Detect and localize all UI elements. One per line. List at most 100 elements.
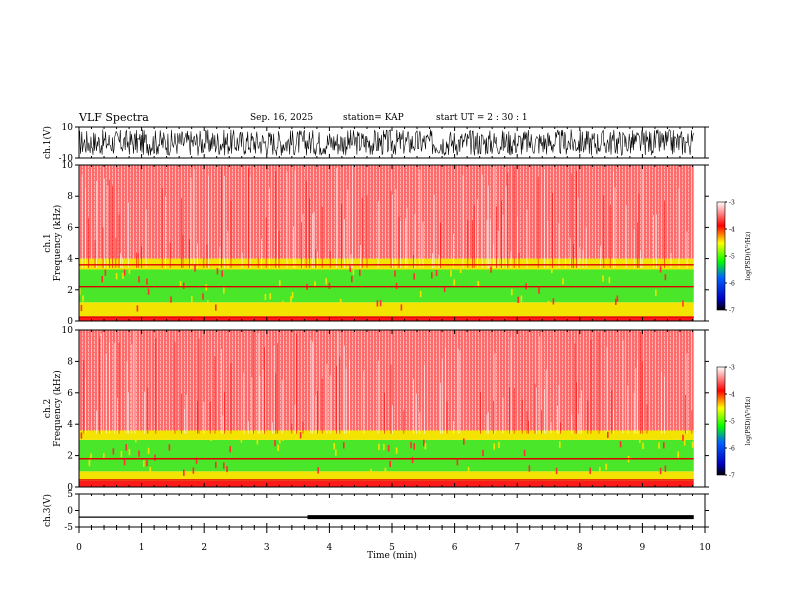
ch2-spectrogram-speck xyxy=(383,443,385,451)
ch2-spectrogram-speck xyxy=(642,442,644,450)
ch1-spectrogram-speck xyxy=(359,269,361,276)
figure-station: station= KAP xyxy=(343,113,404,123)
ch1-spectrogram-speck xyxy=(463,303,465,310)
ch1-spectrogram-speck xyxy=(101,276,103,283)
ch2-spectrogram-speck xyxy=(154,454,156,461)
ch2-spectrogram-speck xyxy=(658,442,660,449)
ch2-spectrogram-speck xyxy=(559,441,561,448)
time-axis-tick-label: 5 xyxy=(389,543,395,553)
ch1-spectrogram-ytick-label: 0 xyxy=(67,317,73,327)
ch2-spectrogram-speck xyxy=(423,439,425,447)
ch1-spectrogram-speck xyxy=(615,298,617,305)
ch2-spectrogram-speck xyxy=(279,437,281,444)
ch1-colorbar-tick-label: -5 xyxy=(729,254,735,261)
ch2-spectrogram-speck xyxy=(682,434,684,442)
ch1-spectrogram-speck xyxy=(290,296,292,303)
ch1-spectrogram-speck xyxy=(394,270,396,277)
ch1-spectrogram-speck xyxy=(682,300,684,307)
ch2-spectrogram-speck xyxy=(333,443,335,450)
ch1-spectrogram-speck xyxy=(339,298,342,306)
figure-start-ut: start UT = 2 : 30 : 1 xyxy=(436,113,528,123)
ch2-spectrogram-speck xyxy=(90,453,92,460)
ch2-spectrogram-speck xyxy=(183,469,185,476)
ch1-spectrogram-band xyxy=(79,302,694,317)
ch2-spectrogram-speck xyxy=(147,447,150,455)
ch2-spectrogram-speck xyxy=(112,448,115,455)
ch2-spectrogram-speck xyxy=(387,445,390,452)
ch2-spectrogram-speck xyxy=(531,432,534,439)
ch2-spectrogram-ytick-label: 8 xyxy=(67,357,73,367)
ch1-spectrogram-speck xyxy=(379,299,382,307)
ch1-spectrogram-speck xyxy=(146,278,148,285)
ch1-spectrogram-speck xyxy=(79,288,81,295)
ch1-waveform-ytick-label: -10 xyxy=(59,154,74,164)
ch2-colorbar-tick-label: -5 xyxy=(729,419,735,426)
ch1-colorbar-label: log(PSD)(V²/Hz) xyxy=(745,232,752,281)
ch2-spectrogram-speck xyxy=(143,460,145,467)
ch1-colorbar xyxy=(716,201,726,311)
ch1-spectrogram-speck xyxy=(552,298,555,305)
ch1-spectrogram-speck xyxy=(376,300,379,307)
ch2-spectrogram-speck xyxy=(664,465,667,472)
ch1-spectrogram-speck xyxy=(511,289,513,296)
ch2-spectrogram-speck xyxy=(493,443,495,450)
ch1-spectrogram-speck xyxy=(104,269,107,276)
ch2-spectrogram-speck xyxy=(240,436,243,443)
ch1-spectrogram-speck xyxy=(223,287,225,294)
ch1-spectrogram-speck xyxy=(459,266,462,274)
time-axis-tick-label: 9 xyxy=(640,543,646,553)
ch3-waveform-ytick-label: 5 xyxy=(67,490,73,500)
ch1-spectrogram-speck xyxy=(490,266,492,273)
ch2-spectrogram-speck xyxy=(168,444,171,451)
ch2-colorbar-tick-label: -7 xyxy=(729,473,735,480)
ch1-spectrogram-speck xyxy=(538,287,540,294)
ch1-spectrogram-ylabel: ch.1 xyxy=(43,233,53,252)
ch2-spectrogram-speck xyxy=(683,439,686,446)
ch1-spectrogram-speck xyxy=(440,304,443,311)
ch1-spectrogram-speck xyxy=(547,300,550,308)
ch2-spectrogram-speck xyxy=(299,432,302,439)
ch2-spectrogram-band xyxy=(79,480,694,487)
ch2-spectrogram-speck xyxy=(677,451,679,458)
ch2-spectrogram-speck xyxy=(120,450,123,458)
ch2-spectrogram-speck xyxy=(317,467,319,474)
time-axis-tick-label: 10 xyxy=(699,543,711,553)
ch1-spectrogram-speck xyxy=(467,304,470,311)
ch1-spectrogram-speck xyxy=(413,273,415,280)
ch1-spectrogram-speck xyxy=(349,265,351,272)
time-axis-tick-label: 4 xyxy=(327,543,333,553)
ch2-spectrogram-speck xyxy=(619,441,622,448)
ch2-spectrogram-ytick-label: 4 xyxy=(67,420,73,430)
ch1-spectrogram-speck xyxy=(659,266,662,273)
ch2-spectrogram-speck xyxy=(395,447,398,454)
ch2-spectrogram-ylabel: Frequency (kHz) xyxy=(52,370,63,447)
ch2-spectrogram-speck xyxy=(463,438,465,445)
ch1-spectrogram-speck xyxy=(562,278,564,285)
ch2-spectrogram-speck xyxy=(195,457,198,464)
ch1-spectrogram-speck xyxy=(419,290,422,298)
ch2-spectrogram-speck xyxy=(659,467,662,475)
time-axis-tick-label: 3 xyxy=(264,543,270,553)
ch2-spectrogram-speck xyxy=(528,465,531,472)
ch1-spectrogram-speck xyxy=(314,281,316,288)
ch1-spectrogram-ytick-label: 6 xyxy=(67,223,73,233)
ch2-spectrogram-speck xyxy=(226,465,228,473)
ch1-spectrogram-speck xyxy=(80,304,83,312)
ch1-spectrogram-speck xyxy=(138,276,140,283)
time-axis-tick-label: 8 xyxy=(577,543,583,553)
ch2-spectrogram-ytick-label: 0 xyxy=(67,483,73,493)
ch1-spectrogram-speck xyxy=(520,295,523,302)
ch2-spectrogram-speck xyxy=(123,458,126,466)
time-axis-tick-label: 7 xyxy=(514,543,520,553)
time-axis-label: Time (min) xyxy=(367,550,417,561)
ch2-colorbar xyxy=(716,366,726,476)
ch2-spectrogram-speck xyxy=(410,441,412,449)
ch2-spectrogram-speck xyxy=(125,444,127,451)
ch1-waveform-ytick-label: 10 xyxy=(62,123,74,133)
ch1-spectrogram-speck xyxy=(325,278,327,285)
ch1-spectrogram-speck xyxy=(221,270,223,277)
ch3-waveform-ytick-label: 0 xyxy=(67,507,73,517)
ch2-colorbar-tick-label: -4 xyxy=(729,392,735,399)
ch2-spectrogram-band xyxy=(79,471,694,481)
